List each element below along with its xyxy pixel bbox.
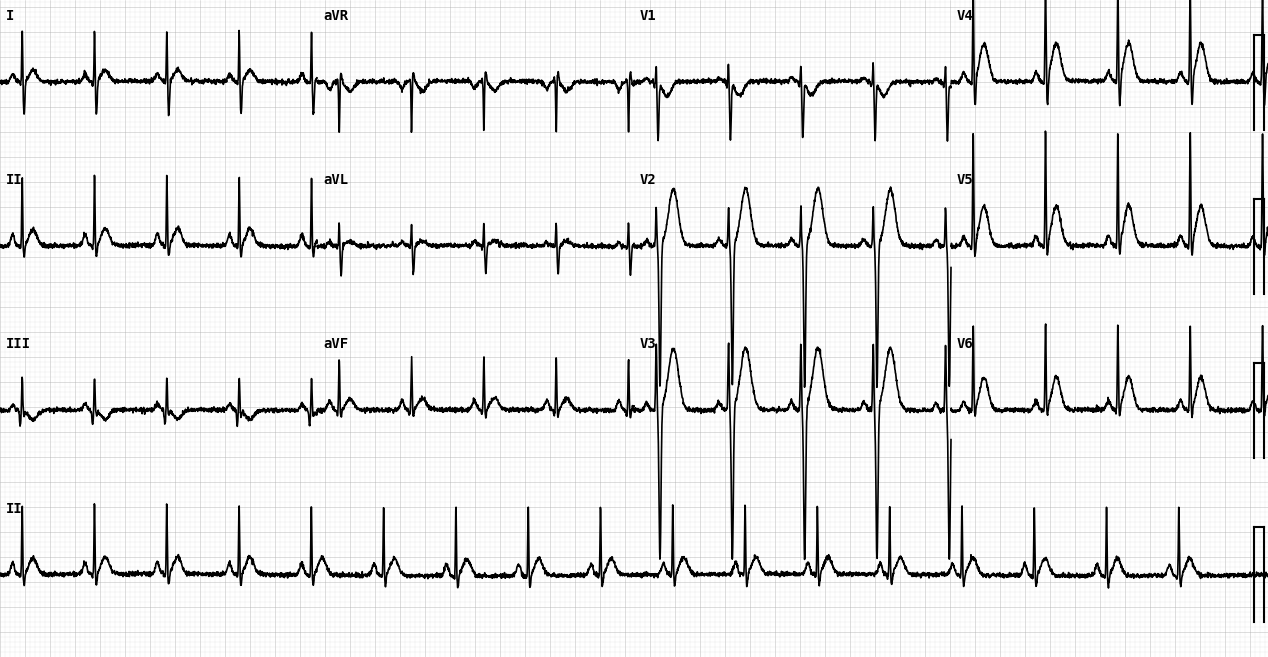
Text: V6: V6 (957, 338, 974, 351)
Text: V2: V2 (640, 173, 657, 187)
Text: II: II (6, 502, 23, 516)
Text: V1: V1 (640, 9, 657, 23)
Text: aVF: aVF (323, 338, 349, 351)
Text: I: I (6, 9, 14, 23)
Text: V5: V5 (957, 173, 974, 187)
Text: aVR: aVR (323, 9, 349, 23)
Text: III: III (6, 338, 32, 351)
Text: V4: V4 (957, 9, 974, 23)
Text: aVL: aVL (323, 173, 349, 187)
Text: V3: V3 (640, 338, 657, 351)
Text: II: II (6, 173, 23, 187)
